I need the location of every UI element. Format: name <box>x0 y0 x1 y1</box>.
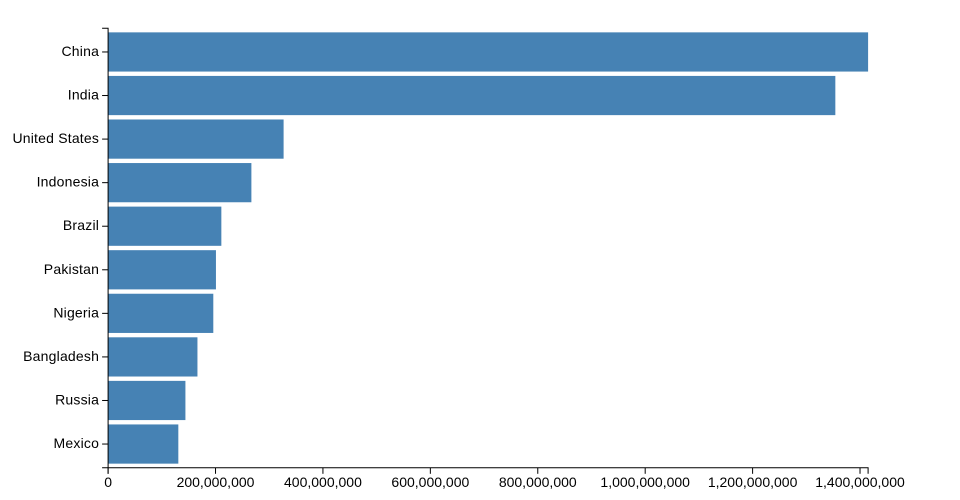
svg-text:China: China <box>62 43 100 59</box>
svg-text:1,000,000,000: 1,000,000,000 <box>600 474 690 490</box>
svg-text:1,400,000,000: 1,400,000,000 <box>815 474 905 490</box>
svg-text:India: India <box>68 87 99 103</box>
svg-text:400,000,000: 400,000,000 <box>284 474 362 490</box>
svg-text:Brazil: Brazil <box>63 217 99 233</box>
svg-text:1,200,000,000: 1,200,000,000 <box>708 474 798 490</box>
svg-text:Nigeria: Nigeria <box>53 304 99 320</box>
svg-text:Pakistan: Pakistan <box>44 261 99 277</box>
svg-text:200,000,000: 200,000,000 <box>177 474 255 490</box>
svg-text:600,000,000: 600,000,000 <box>391 474 469 490</box>
svg-text:800,000,000: 800,000,000 <box>499 474 577 490</box>
svg-text:United States: United States <box>12 130 99 146</box>
svg-text:Russia: Russia <box>55 391 99 407</box>
svg-text:Indonesia: Indonesia <box>37 174 100 190</box>
svg-text:Mexico: Mexico <box>54 435 100 451</box>
svg-text:0: 0 <box>104 474 112 490</box>
svg-text:Bangladesh: Bangladesh <box>23 348 99 364</box>
